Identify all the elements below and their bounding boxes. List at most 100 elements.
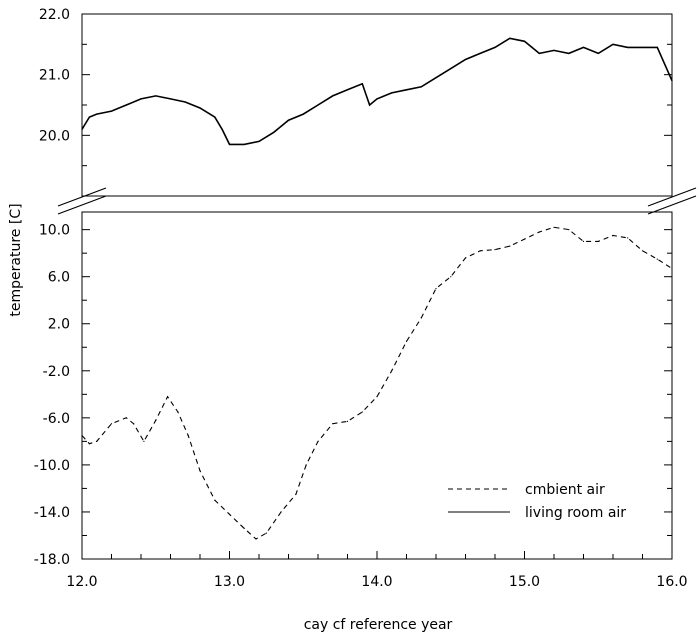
data-point xyxy=(597,240,599,242)
data-point xyxy=(221,128,223,130)
data-point xyxy=(568,229,570,231)
y-axis-label: temperature [C] xyxy=(8,203,24,316)
data-point xyxy=(214,499,216,501)
data-point xyxy=(464,257,467,259)
data-point xyxy=(479,250,481,252)
data-point xyxy=(391,370,393,372)
data-point xyxy=(140,98,142,100)
data-point xyxy=(228,143,231,145)
data-point xyxy=(420,317,422,319)
y-lower-tick-label: -18.0 xyxy=(34,552,70,568)
data-point xyxy=(450,68,452,70)
y-upper-tick-label: 20.0 xyxy=(39,128,70,144)
legend-label-ambient-air: cmbient air xyxy=(525,482,605,498)
y-upper-tick-label: 22.0 xyxy=(39,7,70,23)
series-line-ambient-air xyxy=(81,226,673,540)
data-point xyxy=(110,110,113,112)
data-point xyxy=(656,46,658,49)
data-point xyxy=(494,249,496,251)
data-point xyxy=(287,119,290,121)
data-point xyxy=(538,52,540,55)
data-point xyxy=(376,98,378,100)
break-mark-left-1 xyxy=(57,195,107,215)
break-mark-right-1 xyxy=(647,195,697,215)
data-point xyxy=(265,532,267,534)
data-point xyxy=(96,113,98,115)
data-point xyxy=(656,258,658,260)
y-lower-tick-label: -2.0 xyxy=(43,364,70,380)
data-point xyxy=(479,52,481,55)
data-point xyxy=(169,98,172,100)
x-tick-label: 16.0 xyxy=(656,574,687,590)
data-point xyxy=(332,95,334,97)
data-point xyxy=(641,250,644,252)
data-point xyxy=(187,434,189,437)
data-point xyxy=(177,411,179,413)
data-point xyxy=(228,513,231,515)
data-point xyxy=(509,37,511,39)
data-point xyxy=(671,80,673,82)
series-layer xyxy=(81,37,673,540)
x-axis-label: cay cf reference year xyxy=(304,617,453,633)
y-lower-tick-label: -6.0 xyxy=(43,411,70,427)
y-lower-tick-label: 10.0 xyxy=(39,223,70,239)
data-point xyxy=(243,143,245,145)
axis-ticks xyxy=(81,13,673,560)
x-tick-label: 13.0 xyxy=(214,574,245,590)
data-point xyxy=(420,86,422,88)
data-point xyxy=(258,140,260,142)
tick-labels: 12.0 13.0 14.0 15.0 16.0 20.0 21.0 22.0 -18.0 -14… xyxy=(34,7,688,590)
data-point xyxy=(346,89,349,91)
y-upper-tick-label: 21.0 xyxy=(39,68,70,84)
data-point xyxy=(273,131,275,133)
data-point xyxy=(582,240,585,242)
data-point xyxy=(214,116,216,118)
data-point xyxy=(184,101,186,103)
legend: cmbient air living room air xyxy=(448,482,626,521)
data-point xyxy=(143,440,145,442)
y-lower-tick-label: 2.0 xyxy=(48,317,70,333)
break-mark-right-0 xyxy=(647,187,697,207)
data-point xyxy=(361,83,363,85)
data-point xyxy=(346,420,349,422)
data-point xyxy=(125,104,127,106)
data-point xyxy=(81,434,83,437)
data-point xyxy=(435,287,437,290)
data-point xyxy=(199,107,201,109)
data-point xyxy=(435,77,437,79)
data-point xyxy=(155,95,157,97)
data-point xyxy=(391,92,393,94)
data-point xyxy=(612,234,614,237)
x-tick-label: 12.0 xyxy=(66,574,97,590)
data-point xyxy=(332,423,334,425)
x-tick-label: 14.0 xyxy=(361,574,392,590)
series-line-living-room-air xyxy=(81,37,673,146)
data-point xyxy=(582,46,585,49)
data-point xyxy=(133,423,135,425)
data-point xyxy=(523,40,526,42)
data-point xyxy=(597,52,599,55)
data-point xyxy=(295,493,297,495)
data-point xyxy=(627,46,629,49)
y-lower-tick-label: 6.0 xyxy=(48,270,70,286)
data-point xyxy=(280,511,282,513)
x-tick-label: 15.0 xyxy=(509,574,540,590)
axis-break-marks xyxy=(57,187,697,215)
data-point xyxy=(450,276,452,278)
data-point xyxy=(361,411,363,413)
data-point xyxy=(81,128,83,130)
data-point xyxy=(317,104,319,106)
data-point xyxy=(553,226,555,228)
legend-label-living-room-air: living room air xyxy=(525,505,626,521)
data-point xyxy=(317,440,319,442)
data-point xyxy=(96,440,98,442)
data-point xyxy=(199,470,201,472)
data-point xyxy=(523,238,526,240)
data-point xyxy=(494,46,496,49)
data-point xyxy=(627,237,629,239)
data-point xyxy=(538,231,540,233)
data-point xyxy=(369,104,371,106)
data-point xyxy=(255,538,257,540)
data-point xyxy=(405,89,408,91)
